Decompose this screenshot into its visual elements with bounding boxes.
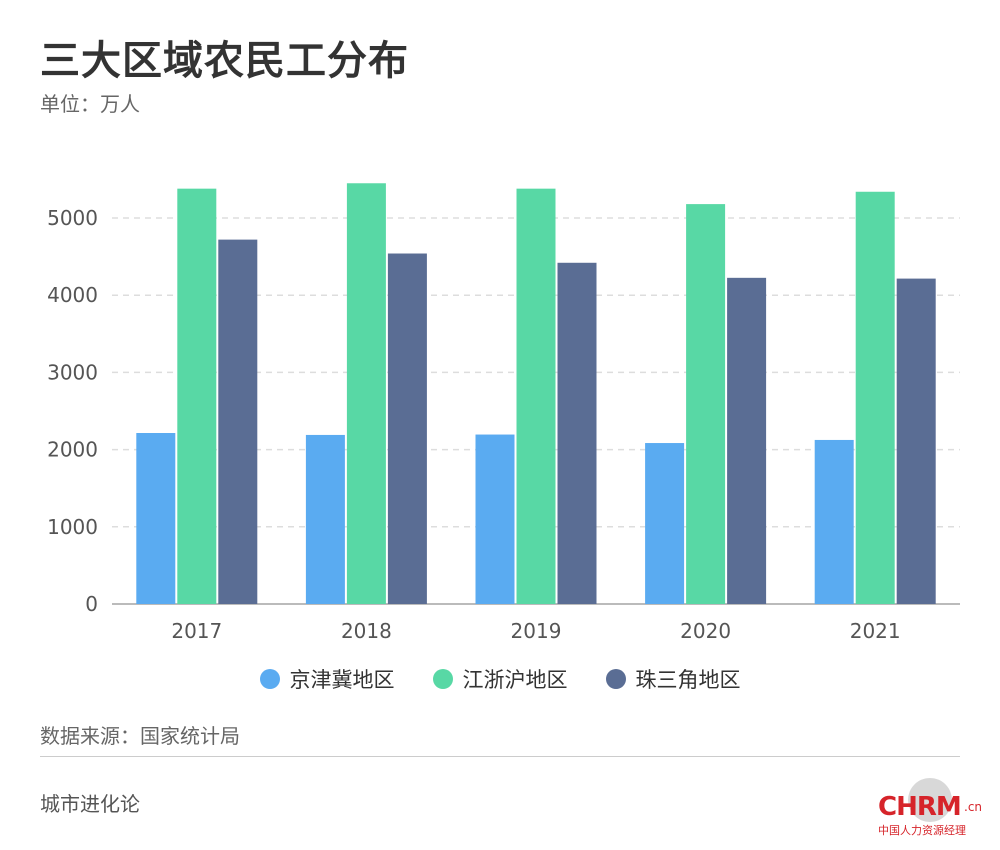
bar-2021-series-0 bbox=[814, 439, 854, 604]
legend-item-jiangzhehu: 江浙沪地区 bbox=[432, 664, 568, 694]
logo-suffix: .cn bbox=[964, 800, 983, 814]
bar-2018-series-2 bbox=[387, 253, 427, 604]
bar-2017-series-2 bbox=[218, 239, 258, 604]
bar-2019-series-1 bbox=[516, 188, 556, 604]
chart-title: 三大区域农民工分布 bbox=[40, 38, 409, 84]
x-tick-label: 2020 bbox=[680, 619, 731, 643]
legend-item-jingjinji: 京津冀地区 bbox=[259, 664, 395, 694]
bar-2019-series-2 bbox=[557, 262, 597, 604]
x-tick-label: 2017 bbox=[171, 619, 222, 643]
legend-dot-jingjinji bbox=[259, 669, 280, 689]
logo-subtitle: 中国人力资源经理 bbox=[878, 824, 966, 837]
legend: 京津冀地区 江浙沪地区 珠三角地区 bbox=[0, 664, 1000, 694]
legend-dot-jiangzhehu bbox=[432, 669, 453, 689]
divider bbox=[40, 756, 960, 757]
bar-2020-series-1 bbox=[686, 204, 726, 604]
y-tick-label: 4000 bbox=[47, 283, 98, 307]
bar-2018-series-1 bbox=[346, 183, 386, 604]
legend-label-zhusanjiao: 珠三角地区 bbox=[635, 668, 741, 692]
bar-2020-series-0 bbox=[645, 443, 685, 604]
bar-2019-series-0 bbox=[475, 434, 515, 604]
x-tick-label: 2019 bbox=[511, 619, 562, 643]
legend-label-jingjinji: 京津冀地区 bbox=[289, 668, 395, 692]
y-tick-label: 3000 bbox=[47, 360, 98, 384]
y-tick-label: 1000 bbox=[47, 515, 98, 539]
x-tick-label: 2018 bbox=[341, 619, 392, 643]
bar-2021-series-2 bbox=[896, 278, 936, 604]
chrm-logo: CHRM .cn 中国人力资源经理 bbox=[878, 778, 988, 840]
unit-label: 单位：万人 bbox=[40, 92, 140, 116]
legend-item-zhusanjiao: 珠三角地区 bbox=[605, 664, 741, 694]
bar-2017-series-1 bbox=[177, 188, 217, 604]
y-tick-label: 2000 bbox=[47, 438, 98, 462]
bar-2017-series-0 bbox=[136, 433, 176, 604]
logo-text: CHRM bbox=[878, 792, 962, 822]
bar-chart: 0 1000 2000 3000 4000 5000 2017 2018 2019 2020 202… bbox=[47, 183, 960, 643]
footer-brand: 城市进化论 bbox=[40, 792, 140, 816]
bar-2021-series-1 bbox=[855, 191, 895, 604]
bar-2020-series-2 bbox=[727, 277, 767, 604]
bar-2018-series-0 bbox=[305, 434, 345, 604]
x-tick-label: 2021 bbox=[850, 619, 901, 643]
logo-circle-icon bbox=[908, 778, 952, 822]
legend-dot-zhusanjiao bbox=[605, 669, 626, 689]
y-tick-label: 0 bbox=[85, 592, 98, 616]
y-tick-label: 5000 bbox=[47, 206, 98, 230]
data-source: 数据来源：国家统计局 bbox=[40, 724, 240, 748]
legend-label-jiangzhehu: 江浙沪地区 bbox=[462, 668, 568, 692]
